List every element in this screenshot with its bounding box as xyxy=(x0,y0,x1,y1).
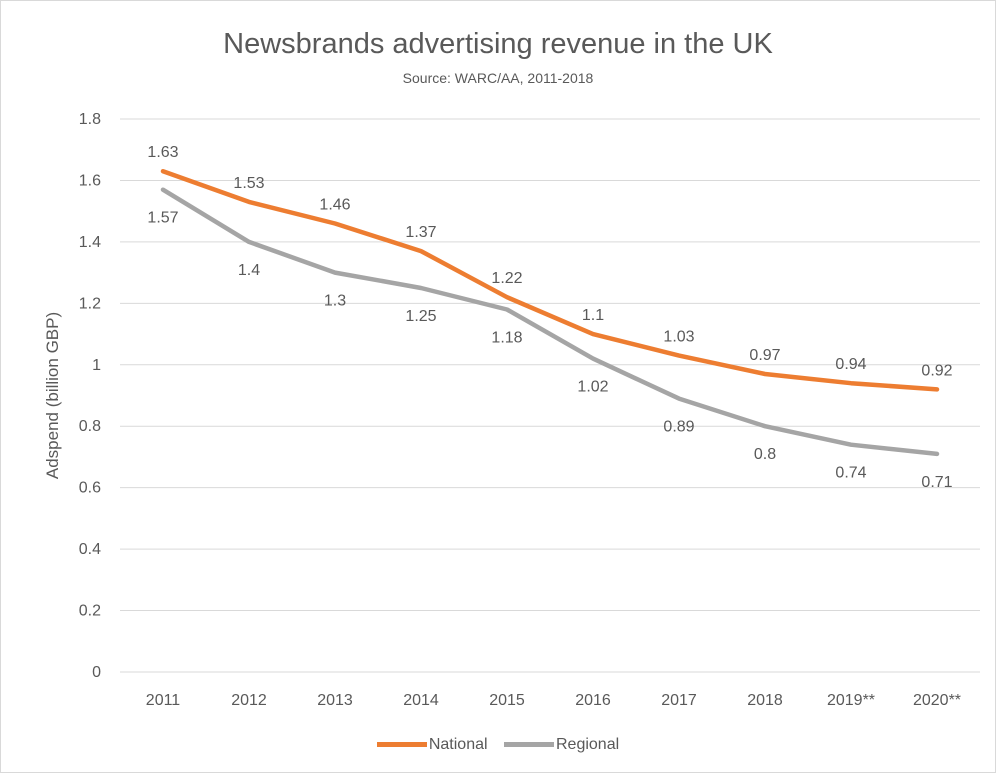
y-tick-label: 0.8 xyxy=(79,418,101,435)
x-tick-label: 2018 xyxy=(747,692,783,709)
data-label-regional: 1.57 xyxy=(147,210,178,227)
data-label-regional: 1.18 xyxy=(491,329,522,346)
x-tick-label: 2019** xyxy=(827,692,875,709)
y-tick-label: 1.8 xyxy=(79,111,101,128)
y-tick-label: 0 xyxy=(92,664,101,681)
series-line-regional xyxy=(160,187,940,457)
data-label-national: 0.97 xyxy=(749,347,780,364)
x-tick-label: 2013 xyxy=(317,692,353,709)
legend-label-regional: Regional xyxy=(556,735,620,753)
legend-item-regional: Regional xyxy=(504,736,619,754)
legend-swatch-regional xyxy=(504,742,554,747)
data-label-regional: 0.89 xyxy=(663,419,694,436)
x-tick-label: 2014 xyxy=(403,692,439,709)
data-label-national: 1.63 xyxy=(147,144,178,161)
y-tick-label: 1.4 xyxy=(79,234,101,251)
data-label-regional: 1.4 xyxy=(238,262,260,279)
data-label-national: 0.92 xyxy=(921,362,952,379)
legend-swatch-national xyxy=(376,742,427,747)
y-tick-label: 1.2 xyxy=(79,295,101,312)
x-tick-label: 2015 xyxy=(489,692,525,709)
y-axis-title: Adspend (billion GBP) xyxy=(43,312,62,479)
data-label-regional: 0.74 xyxy=(835,465,866,482)
legend: National Regional xyxy=(0,734,996,754)
data-label-regional: 1.3 xyxy=(324,293,346,310)
data-label-regional: 0.8 xyxy=(754,446,776,463)
chart-title: Newsbrands advertising revenue in the UK xyxy=(223,28,773,60)
y-tick-label: 0.6 xyxy=(79,480,101,497)
data-label-national: 1.37 xyxy=(405,224,436,241)
data-label-national: 1.53 xyxy=(233,175,264,192)
data-label-national: 1.22 xyxy=(491,270,522,287)
data-label-national: 1.46 xyxy=(319,196,350,213)
x-tick-label: 2012 xyxy=(231,692,267,709)
x-tick-label: 2016 xyxy=(575,692,611,709)
data-label-regional: 0.71 xyxy=(921,474,952,491)
x-tick-label: 2020** xyxy=(913,692,961,709)
y-tick-label: 0.2 xyxy=(79,603,101,620)
data-label-national: 1.1 xyxy=(582,307,604,324)
x-tick-label: 2017 xyxy=(661,692,697,709)
data-label-regional: 1.25 xyxy=(405,308,436,325)
y-tick-label: 0.4 xyxy=(79,541,101,558)
x-tick-label: 2011 xyxy=(146,692,181,709)
data-label-regional: 1.02 xyxy=(577,379,608,396)
data-label-national: 0.94 xyxy=(835,356,866,373)
legend-item-national: National xyxy=(376,735,488,754)
series-line-national xyxy=(160,168,940,392)
y-tick-label: 1 xyxy=(92,357,101,374)
chart-subtitle: Source: WARC/AA, 2011-2018 xyxy=(402,70,594,86)
legend-label-national: National xyxy=(428,735,488,753)
data-label-national: 1.03 xyxy=(663,329,694,346)
y-tick-label: 1.6 xyxy=(79,172,101,189)
